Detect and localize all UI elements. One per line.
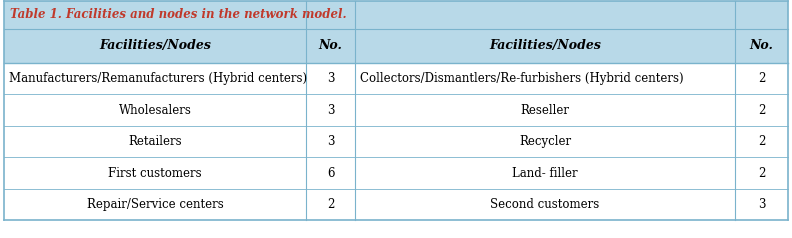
Text: 2: 2 xyxy=(758,135,765,148)
Text: 2: 2 xyxy=(758,72,765,85)
Bar xyxy=(4,94,788,126)
Text: Collectors/Dismantlers/Re-furbishers (Hybrid centers): Collectors/Dismantlers/Re-furbishers (Hy… xyxy=(360,72,683,85)
Text: 2: 2 xyxy=(758,104,765,117)
Text: 2: 2 xyxy=(327,198,334,211)
Text: Recycler: Recycler xyxy=(519,135,571,148)
Text: Reseller: Reseller xyxy=(520,104,569,117)
Text: Table 1. Facilities and nodes in the network model.: Table 1. Facilities and nodes in the net… xyxy=(10,8,347,21)
Text: 2: 2 xyxy=(758,167,765,179)
Text: Second customers: Second customers xyxy=(490,198,600,211)
Text: 3: 3 xyxy=(758,198,765,211)
Text: Facilities/Nodes: Facilities/Nodes xyxy=(99,39,211,52)
Bar xyxy=(4,63,788,94)
Text: 6: 6 xyxy=(327,167,334,179)
Bar xyxy=(4,189,788,220)
Bar xyxy=(4,157,788,189)
Bar xyxy=(4,29,788,63)
Text: Land- filler: Land- filler xyxy=(512,167,578,179)
Text: First customers: First customers xyxy=(108,167,202,179)
Text: 3: 3 xyxy=(327,135,334,148)
Text: Manufacturers/Remanufacturers (Hybrid centers): Manufacturers/Remanufacturers (Hybrid ce… xyxy=(9,72,307,85)
Bar xyxy=(4,126,788,157)
Bar xyxy=(4,1,788,29)
Text: Repair/Service centers: Repair/Service centers xyxy=(86,198,223,211)
Text: Retailers: Retailers xyxy=(128,135,181,148)
Text: Facilities/Nodes: Facilities/Nodes xyxy=(489,39,601,52)
Text: 3: 3 xyxy=(327,104,334,117)
Text: 3: 3 xyxy=(327,72,334,85)
Text: No.: No. xyxy=(749,39,773,52)
Text: Wholesalers: Wholesalers xyxy=(119,104,192,117)
Text: No.: No. xyxy=(318,39,342,52)
